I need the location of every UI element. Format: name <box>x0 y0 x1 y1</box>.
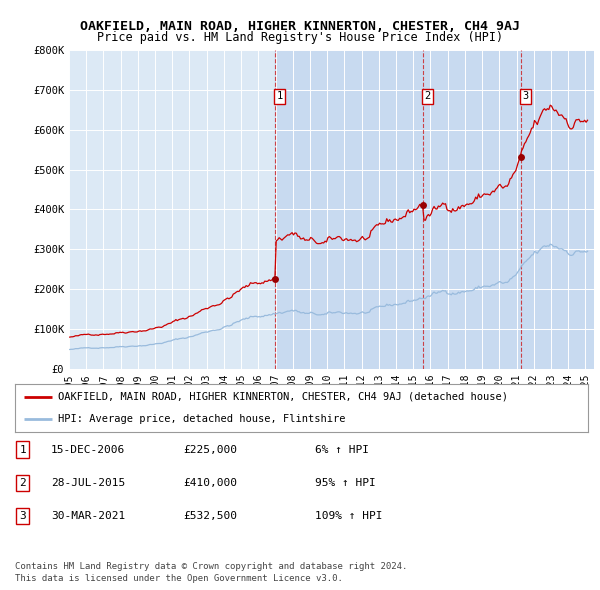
Text: HPI: Average price, detached house, Flintshire: HPI: Average price, detached house, Flin… <box>58 414 346 424</box>
Text: 28-JUL-2015: 28-JUL-2015 <box>51 478 125 487</box>
Text: OAKFIELD, MAIN ROAD, HIGHER KINNERTON, CHESTER, CH4 9AJ: OAKFIELD, MAIN ROAD, HIGHER KINNERTON, C… <box>80 20 520 33</box>
Text: £225,000: £225,000 <box>183 445 237 454</box>
Text: Price paid vs. HM Land Registry's House Price Index (HPI): Price paid vs. HM Land Registry's House … <box>97 31 503 44</box>
Text: Contains HM Land Registry data © Crown copyright and database right 2024.
This d: Contains HM Land Registry data © Crown c… <box>15 562 407 583</box>
Text: £410,000: £410,000 <box>183 478 237 487</box>
Text: 6% ↑ HPI: 6% ↑ HPI <box>315 445 369 454</box>
Text: 15-DEC-2006: 15-DEC-2006 <box>51 445 125 454</box>
Text: 3: 3 <box>19 511 26 520</box>
Text: 2: 2 <box>425 91 431 101</box>
Text: 30-MAR-2021: 30-MAR-2021 <box>51 511 125 520</box>
Text: 1: 1 <box>19 445 26 454</box>
Bar <box>275 50 594 369</box>
Text: £532,500: £532,500 <box>183 511 237 520</box>
Text: 109% ↑ HPI: 109% ↑ HPI <box>315 511 383 520</box>
Text: 1: 1 <box>277 91 283 101</box>
Text: 2: 2 <box>19 478 26 487</box>
Text: 95% ↑ HPI: 95% ↑ HPI <box>315 478 376 487</box>
Text: 3: 3 <box>523 91 529 101</box>
Text: OAKFIELD, MAIN ROAD, HIGHER KINNERTON, CHESTER, CH4 9AJ (detached house): OAKFIELD, MAIN ROAD, HIGHER KINNERTON, C… <box>58 392 508 402</box>
